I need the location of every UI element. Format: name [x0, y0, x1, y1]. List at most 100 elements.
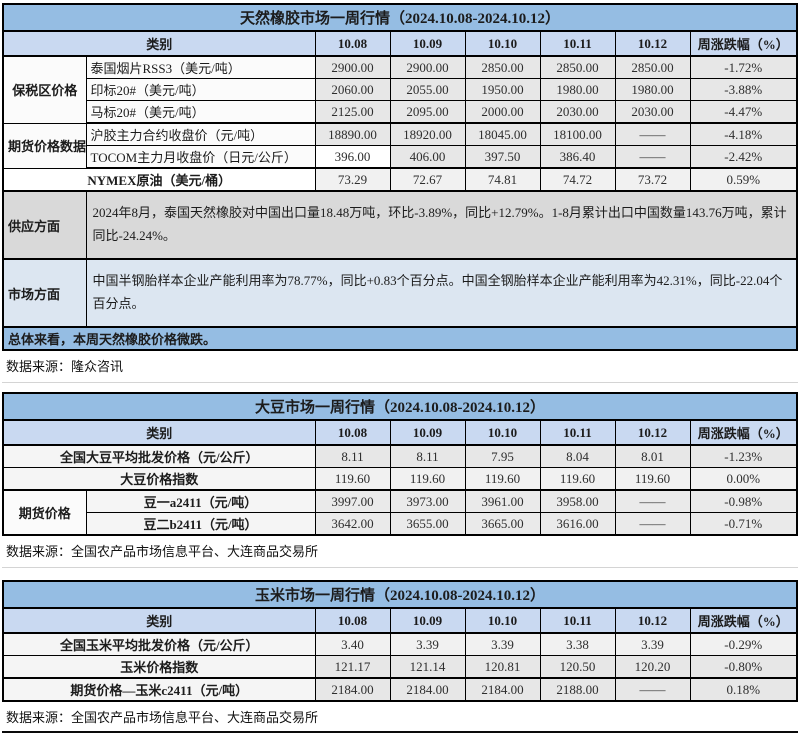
column-header-category: 类别	[2, 30, 316, 57]
change-cell: -0.80%	[689, 655, 798, 679]
value-cell: 3.39	[464, 632, 541, 656]
value-cell-highlighted: 396.00	[314, 145, 391, 169]
rubber-table: 天然橡胶市场一周行情（2024.10.08-2024.10.12） 类别 10.…	[2, 3, 798, 351]
value-cell: 2060.00	[314, 78, 391, 101]
soybean-table-title: 大豆市场一周行情（2024.10.08-2024.10.12）	[2, 392, 798, 421]
column-header-date: 10.11	[539, 419, 616, 446]
row-label: 全国大豆平均批发价格（元/公斤）	[2, 444, 316, 468]
change-cell: -1.72%	[689, 55, 798, 79]
value-cell: 8.11	[314, 444, 391, 468]
column-header-date: 10.09	[389, 607, 466, 634]
value-cell: ——	[614, 145, 691, 169]
change-cell: -3.88%	[689, 78, 798, 101]
column-header-change: 周涨跌幅（%）	[689, 30, 798, 57]
value-cell: 1950.00	[464, 78, 541, 101]
supply-text: 2024年8月，泰国天然橡胶对中国出口量18.48万吨，环比-3.89%，同比+…	[85, 190, 798, 260]
group-label-futures: 期货价格	[2, 489, 87, 536]
table-row: 保税区价格 泰国烟片RSS3（美元/吨） 2900.00 2900.00 285…	[2, 55, 798, 124]
column-header-change: 周涨跌幅（%）	[689, 607, 798, 634]
table-row: 玉米价格指数 121.17 121.14 120.81 120.50 120.2…	[2, 655, 798, 679]
change-cell: -1.23%	[689, 444, 798, 468]
row-label-nymex: NYMEX原油（美元/桶）	[2, 167, 316, 192]
value-cell: ——	[614, 122, 691, 146]
value-cell: 8.01	[614, 444, 691, 468]
value-cell: 8.11	[389, 444, 466, 468]
market-row: 市场方面 中国半钢胎样本企业产能利用率为78.77%，同比+0.83个百分点。中…	[2, 258, 798, 328]
row-label: 印标20#（美元/吨）	[85, 78, 316, 101]
corn-header-row: 类别 10.08 10.09 10.10 10.11 10.12 周涨跌幅（%）	[2, 607, 798, 634]
value-cell: 3.39	[614, 632, 691, 656]
data-source-note: 数据来源：全国农产品市场信息平台、大连商品交易所	[6, 710, 319, 725]
value-cell: 119.60	[314, 467, 391, 491]
value-cell: 120.20	[614, 655, 691, 679]
supply-row-label: 供应方面	[2, 190, 87, 260]
column-header-date: 10.12	[614, 30, 691, 57]
value-cell: 3958.00	[539, 489, 616, 513]
table-row: 期货价格 豆一a2411（元/吨） 3997.00 3973.00 3961.0…	[2, 489, 798, 536]
row-label: 马标20#（美元/吨）	[85, 100, 316, 124]
change-cell: -4.18%	[689, 122, 798, 146]
value-cell: 73.72	[614, 167, 691, 192]
value-cell: ——	[614, 677, 691, 702]
value-cell: 119.60	[389, 467, 466, 491]
column-header-category: 类别	[2, 419, 316, 446]
table-row: NYMEX原油（美元/桶） 73.29 72.67 74.81 74.72 73…	[2, 167, 798, 192]
value-cell: 121.17	[314, 655, 391, 679]
summary-row: 总体来看，本周天然橡胶价格微跌。	[2, 326, 798, 351]
value-cell: 2184.00	[314, 677, 391, 702]
column-header-date: 10.11	[539, 607, 616, 634]
value-cell: 3973.00	[389, 489, 466, 513]
section-divider	[2, 567, 798, 568]
value-cell: 2030.00	[614, 100, 691, 124]
value-cell: 406.00	[389, 145, 466, 169]
value-cell: 1980.00	[614, 78, 691, 101]
column-header-date: 10.08	[314, 30, 391, 57]
value-cell: 3655.00	[389, 512, 466, 536]
table-row: 大豆价格指数 119.60 119.60 119.60 119.60 119.6…	[2, 467, 798, 491]
value-cell: 74.72	[539, 167, 616, 192]
table-row: TOCOM主力月收盘价（日元/公斤） 396.00 406.00 397.50 …	[3, 145, 798, 169]
value-cell: 2095.00	[389, 100, 466, 124]
value-cell: 2188.00	[539, 677, 616, 702]
value-cell: 2850.00	[614, 55, 691, 79]
data-source-note: 数据来源：隆众咨讯	[6, 359, 124, 374]
column-header-date: 10.08	[314, 419, 391, 446]
soybean-header-row: 类别 10.08 10.09 10.10 10.11 10.12 周涨跌幅（%）	[2, 419, 798, 446]
row-label: 沪胶主力合约收盘价（元/吨）	[85, 122, 316, 146]
corn-table-title: 玉米市场一周行情（2024.10.08-2024.10.12）	[2, 580, 798, 609]
supply-row: 供应方面 2024年8月，泰国天然橡胶对中国出口量18.48万吨，环比-3.89…	[2, 190, 798, 260]
value-cell: 3.39	[389, 632, 466, 656]
value-cell: 2850.00	[464, 55, 541, 79]
value-cell: 121.14	[389, 655, 466, 679]
summary-note: 总体来看，本周天然橡胶价格微跌。	[2, 326, 798, 351]
value-cell: 7.95	[464, 444, 541, 468]
value-cell: 18045.00	[464, 122, 541, 146]
table-row: 期货价格数据 沪胶主力合约收盘价（元/吨） 18890.00 18920.00 …	[2, 122, 798, 169]
value-cell: 3961.00	[464, 489, 541, 513]
soybean-table: 大豆市场一周行情（2024.10.08-2024.10.12） 类别 10.08…	[2, 392, 798, 536]
value-cell: 18920.00	[389, 122, 466, 146]
column-header-date: 10.12	[614, 607, 691, 634]
column-header-date: 10.11	[539, 30, 616, 57]
change-cell: -4.47%	[689, 100, 798, 124]
table-row: 全国大豆平均批发价格（元/公斤） 8.11 8.11 7.95 8.04 8.0…	[2, 444, 798, 468]
value-cell: 120.50	[539, 655, 616, 679]
table-row: 马标20#（美元/吨） 2125.00 2095.00 2000.00 2030…	[3, 100, 798, 124]
table-row: 期货价格—玉米c2411（元/吨） 2184.00 2184.00 2184.0…	[2, 677, 798, 702]
value-cell: 2000.00	[464, 100, 541, 124]
value-cell: 397.50	[464, 145, 541, 169]
value-cell: ——	[614, 512, 691, 536]
value-cell: 119.60	[614, 467, 691, 491]
row-label: TOCOM主力月收盘价（日元/公斤）	[85, 145, 316, 169]
value-cell: 2184.00	[464, 677, 541, 702]
value-cell: 3665.00	[464, 512, 541, 536]
value-cell: 3616.00	[539, 512, 616, 536]
row-label: 泰国烟片RSS3（美元/吨）	[85, 55, 316, 79]
change-cell: -0.29%	[689, 632, 798, 656]
value-cell: 119.60	[539, 467, 616, 491]
group-label-futures-data: 期货价格数据	[2, 122, 87, 169]
value-cell: 72.67	[389, 167, 466, 192]
column-header-date: 10.10	[464, 30, 541, 57]
change-cell: -0.98%	[689, 489, 798, 513]
